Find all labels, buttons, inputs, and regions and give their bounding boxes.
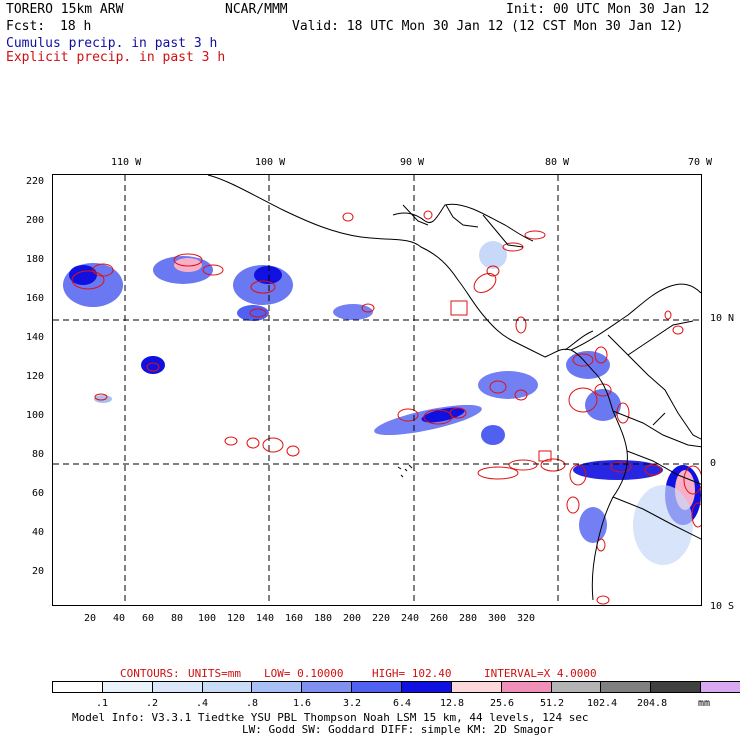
legend-tick-label: 204.8 xyxy=(637,698,668,709)
contour-high: HIGH= 102.40 xyxy=(372,667,452,680)
model-name: TORERO 15km ARW xyxy=(6,2,124,17)
x-tick-label: 260 xyxy=(430,613,449,624)
contour-interval: INTERVAL=X 4.0000 xyxy=(484,667,597,680)
y-tick-label: 220 xyxy=(26,176,45,187)
legend-swatch xyxy=(202,682,253,692)
x-tick-label: 100 xyxy=(198,613,217,624)
valid-time: Valid: 18 UTC Mon 30 Jan 12 (12 CST Mon … xyxy=(292,19,684,34)
contour-label: CONTOURS: xyxy=(120,667,180,680)
organization: NCAR/MMM xyxy=(225,2,288,17)
legend-tick-label: 25.6 xyxy=(490,698,515,709)
model-info: Model Info: V3.3.1 Tiedtke YSU PBL Thomp… xyxy=(72,711,589,724)
legend-swatch xyxy=(53,682,103,692)
legend-unit: mm xyxy=(698,698,711,709)
color-legend-bar xyxy=(52,681,740,693)
x-tick-label: 320 xyxy=(517,613,536,624)
y-tick-label: 200 xyxy=(26,215,45,226)
y-tick-label: 180 xyxy=(26,254,45,265)
x-tick-label: 300 xyxy=(488,613,507,624)
lat-label: 10 S xyxy=(710,601,735,612)
legend-swatch xyxy=(402,682,452,692)
y-tick-label: 40 xyxy=(32,527,45,538)
physics-info: LW: Godd SW: Goddard DIFF: simple KM: 2D… xyxy=(242,723,554,736)
legend-tick-label: .8 xyxy=(246,698,259,709)
lon-label: 70 W xyxy=(688,157,713,168)
y-tick-label: 20 xyxy=(32,566,45,577)
legend-swatch xyxy=(302,682,353,692)
legend-swatch xyxy=(651,682,702,692)
legend-swatch xyxy=(152,682,203,692)
lat-label: 10 N xyxy=(710,313,735,324)
legend-tick-label: 1.6 xyxy=(293,698,312,709)
lon-label: 90 W xyxy=(400,157,425,168)
y-tick-label: 160 xyxy=(26,293,45,304)
cumulus-precip-areas xyxy=(63,241,701,565)
x-tick-label: 180 xyxy=(314,613,333,624)
legend-tick-label: .2 xyxy=(146,698,159,709)
legend-swatch xyxy=(551,682,602,692)
legend-swatch xyxy=(102,682,153,692)
x-tick-label: 140 xyxy=(256,613,275,624)
legend-swatch xyxy=(501,682,552,692)
x-tick-label: 20 xyxy=(84,613,97,624)
cumulus-precip-title: Cumulus precip. in past 3 h xyxy=(6,36,218,51)
x-tick-label: 40 xyxy=(113,613,126,624)
lat-lon-grid xyxy=(53,175,701,605)
legend-tick-label: 12.8 xyxy=(440,698,465,709)
legend-tick-label: 102.4 xyxy=(587,698,618,709)
precip-map xyxy=(52,174,702,606)
x-tick-label: 160 xyxy=(285,613,304,624)
legend-tick-label: .1 xyxy=(96,698,109,709)
legend-tick-label: .4 xyxy=(196,698,209,709)
legend-swatch xyxy=(352,682,403,692)
lon-label: 100 W xyxy=(255,157,286,168)
y-tick-label: 80 xyxy=(32,449,45,460)
legend-tick-label: 3.2 xyxy=(343,698,362,709)
init-time: Init: 00 UTC Mon 30 Jan 12 xyxy=(506,2,710,17)
legend-swatch xyxy=(451,682,502,692)
y-tick-label: 60 xyxy=(32,488,45,499)
x-tick-label: 60 xyxy=(142,613,155,624)
legend-swatch xyxy=(252,682,303,692)
lat-label: 0 xyxy=(710,458,717,469)
legend-tick-label: 6.4 xyxy=(393,698,412,709)
legend-tick-label: 51.2 xyxy=(540,698,565,709)
contour-low: LOW= 0.10000 xyxy=(264,667,344,680)
explicit-precip-contours xyxy=(71,210,701,605)
forecast-hour: 18 h xyxy=(60,19,92,34)
coastlines xyxy=(207,175,701,601)
x-tick-label: 280 xyxy=(459,613,478,624)
lon-label: 110 W xyxy=(111,157,142,168)
map-canvas xyxy=(53,175,701,605)
lon-label: 80 W xyxy=(545,157,570,168)
legend-swatch xyxy=(701,682,740,692)
explicit-precip-title: Explicit precip. in past 3 h xyxy=(6,50,226,65)
x-tick-label: 80 xyxy=(171,613,184,624)
y-tick-label: 140 xyxy=(26,332,45,343)
x-tick-label: 200 xyxy=(343,613,362,624)
y-tick-label: 120 xyxy=(26,371,45,382)
legend-swatch xyxy=(601,682,652,692)
x-tick-label: 240 xyxy=(401,613,420,624)
x-tick-label: 120 xyxy=(227,613,246,624)
contour-units: UNITS=mm xyxy=(188,667,241,680)
y-tick-label: 100 xyxy=(26,410,45,421)
forecast-label: Fcst: xyxy=(6,19,46,34)
x-tick-label: 220 xyxy=(372,613,391,624)
